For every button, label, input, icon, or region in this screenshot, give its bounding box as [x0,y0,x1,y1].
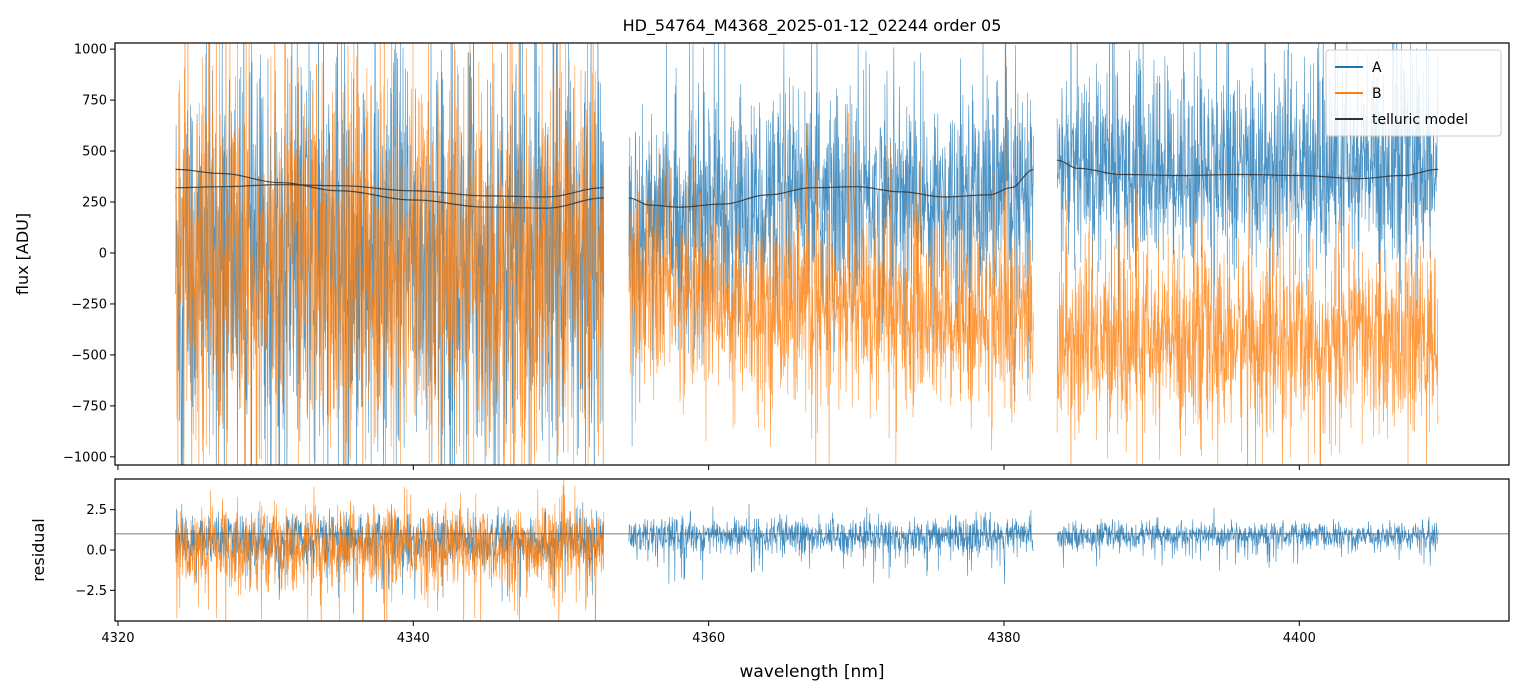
series-a-segment-2 [628,43,1034,447]
residual-x-tick-label: 4360 [692,631,725,646]
legend-label-a: A [1372,60,1382,76]
residual-y-tick-label: 0.0 [86,544,107,559]
series-a [175,43,1439,465]
chart-title: HD_54764_M4368_2025-01-12_02244 order 05 [623,16,1002,36]
main-y-tick-label: 250 [82,196,107,211]
legend: A B telluric model [1325,49,1502,137]
series-b-segment-3 [1056,140,1439,465]
main-y-tick-label: 0 [99,246,107,261]
residual-y-axis-label: residual [29,518,48,581]
telluric-curve-1 [175,184,604,198]
legend-label-telluric: telluric model [1372,112,1468,128]
residual-x-tick-label: 4320 [101,631,134,646]
residual-x-tick-label: 4340 [397,631,430,646]
main-y-tick-label: −750 [71,399,107,414]
telluric-curve-3 [628,168,1034,208]
residual-plot-area [115,479,1509,621]
series-telluric-model [175,159,1439,209]
main-plot-area [175,43,1439,465]
series-b [175,43,1439,465]
residual-x-tick-label: 4380 [987,631,1020,646]
x-axis-label: wavelength [nm] [739,662,884,682]
main-y-tick-label: 500 [82,145,107,160]
telluric-curve-4 [1057,159,1439,180]
telluric-curve-2 [175,168,604,209]
residual-a-segment-3 [1056,507,1439,571]
residual-y-tick-label: 2.5 [86,503,107,518]
main-y-axis-label: flux [ADU] [13,213,32,295]
main-axis-ticks: −1000 −750 −500 −250 0 250 500 750 1000 [63,43,1300,470]
residual-b-segment-1 [175,479,605,621]
residual-x-tick-label: 4400 [1283,631,1316,646]
main-y-tick-label: −250 [71,297,107,312]
residual-series-b [175,479,605,621]
main-y-tick-label: −1000 [63,450,107,465]
series-b-segment-2 [628,58,1034,465]
main-axes-frame [114,42,1510,466]
residual-axis-ticks: −2.5 0.0 2.5 4320 4340 4360 4380 4400 [75,503,1315,646]
residual-y-tick-label: −2.5 [75,584,107,599]
residual-a-segment-2 [628,503,1034,585]
main-y-tick-label: 750 [82,94,107,109]
main-y-tick-label: −500 [71,348,107,363]
series-a-segment-3 [1056,43,1439,335]
legend-box [1325,49,1502,137]
main-y-tick-label: 1000 [74,43,107,58]
legend-label-b: B [1372,86,1382,102]
series-b-segment-1 [175,43,605,465]
